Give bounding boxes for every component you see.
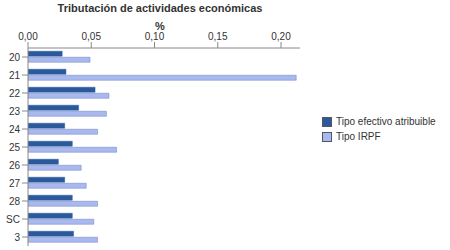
- svg-text:21: 21: [9, 70, 21, 81]
- html-text:Tipo efectivo atribuible: Tipo efectivo atribuible: [336, 116, 436, 127]
- svg-text:28: 28: [9, 196, 21, 207]
- svg-text:20: 20: [9, 52, 21, 63]
- svg-text:27: 27: [9, 178, 21, 189]
- html-text:Tipo IRPF: Tipo IRPF: [336, 131, 381, 142]
- svg-text:24: 24: [9, 124, 21, 135]
- svg-text:0,20: 0,20: [271, 32, 291, 42]
- svg-text:22: 22: [9, 88, 21, 99]
- svg-text:0,15: 0,15: [208, 32, 228, 42]
- svg-text:26: 26: [9, 160, 21, 171]
- svg-text:0,10: 0,10: [145, 32, 165, 42]
- svg-text:23: 23: [9, 106, 21, 117]
- svg-text:0,00: 0,00: [18, 32, 38, 42]
- svg-text:SC: SC: [8, 214, 20, 225]
- svg-text:0,05: 0,05: [82, 32, 102, 42]
- svg-text:3: 3: [14, 232, 20, 243]
- html-text:Tributación de actividades eco: Tributación de actividades económicas: [57, 2, 263, 14]
- svg-text:25: 25: [9, 142, 21, 153]
